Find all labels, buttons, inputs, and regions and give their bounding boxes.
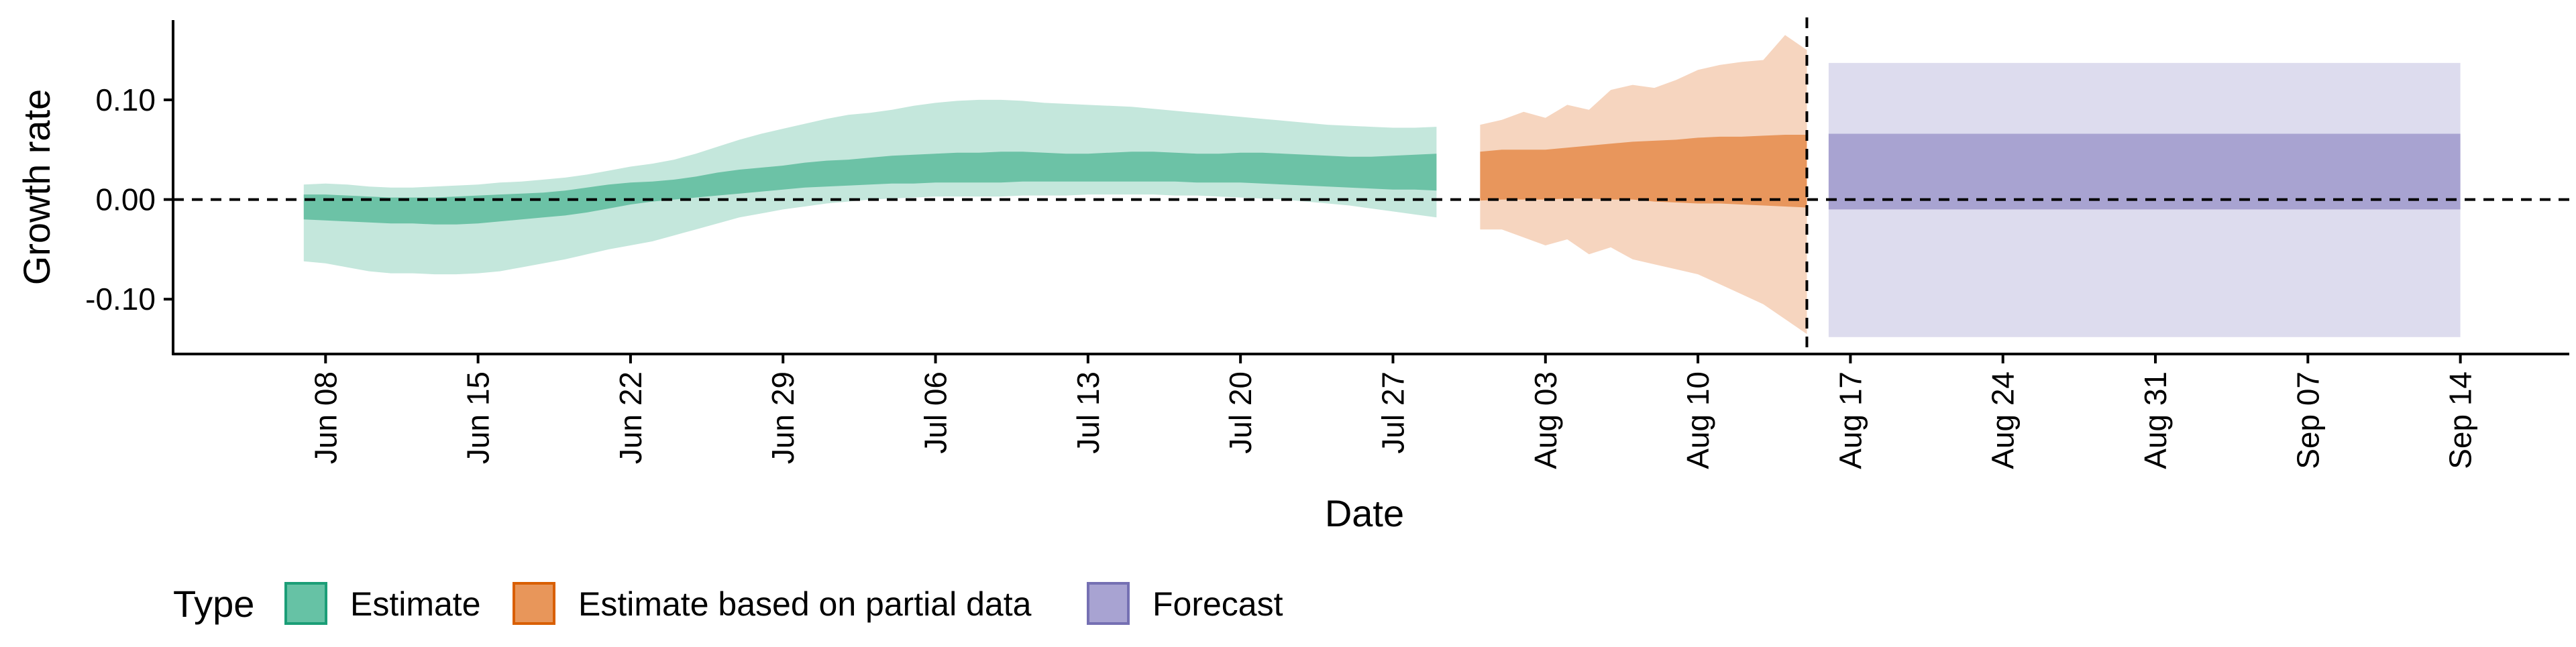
x-tick-label: Aug 10 xyxy=(1680,371,1715,469)
ribbon-layer xyxy=(303,35,2461,337)
x-tick-label: Jul 20 xyxy=(1223,371,1258,454)
x-tick-label: Aug 24 xyxy=(1986,371,2021,469)
x-tick-label: Jun 15 xyxy=(461,371,496,464)
y-tick-label: 0.00 xyxy=(95,182,156,217)
x-tick-label: Jul 06 xyxy=(918,371,953,454)
x-tick-label: Aug 31 xyxy=(2138,371,2173,469)
x-tick-label: Jun 22 xyxy=(613,371,648,464)
legend-label: Estimate based on partial data xyxy=(578,585,1032,623)
legend-label: Forecast xyxy=(1152,585,1283,623)
x-tick-label: Sep 14 xyxy=(2443,371,2478,469)
legend-key xyxy=(513,582,555,625)
legend: Type Estimate Estimate based on partial da… xyxy=(173,582,1283,625)
x-tick-label: Jul 27 xyxy=(1375,371,1410,454)
ribbon-50-forecast xyxy=(1828,133,2461,210)
x-axis-title: Date xyxy=(1325,492,1404,534)
legend-key xyxy=(1087,582,1130,625)
x-tick-label: Jun 29 xyxy=(765,371,800,464)
legend-key xyxy=(284,582,327,625)
y-tick-label: 0.10 xyxy=(95,82,156,117)
x-tick-label: Aug 17 xyxy=(1833,371,1868,469)
ribbon-90-estimate xyxy=(303,99,1437,275)
legend-title: Type xyxy=(173,583,254,625)
legend-label: Estimate xyxy=(350,585,481,623)
x-tick-label: Jul 13 xyxy=(1071,371,1106,454)
y-tick-label: -0.10 xyxy=(85,282,156,316)
x-tick-label: Jun 08 xyxy=(308,371,343,464)
ribbon-50-estimate xyxy=(303,152,1437,225)
ribbon-50-estimate-based-on-partial-data xyxy=(1480,135,1807,208)
x-tick-label: Aug 03 xyxy=(1528,371,1563,469)
y-axis-title: Growth rate xyxy=(15,89,58,286)
x-tick-label: Sep 07 xyxy=(2290,371,2325,469)
